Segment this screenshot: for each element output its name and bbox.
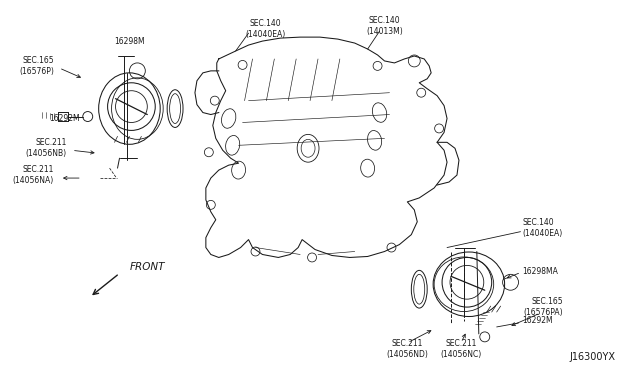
Text: SEC.140
(14013M): SEC.140 (14013M) [366,16,403,36]
Text: 16298M: 16298M [114,36,145,46]
Text: SEC.211
(14056NC): SEC.211 (14056NC) [440,339,481,359]
Text: SEC.211
(14056NB): SEC.211 (14056NB) [26,138,67,158]
Text: 16292M: 16292M [49,114,80,123]
Text: SEC.165
(16576P): SEC.165 (16576P) [19,56,54,76]
Text: SEC.165
(16576PA): SEC.165 (16576PA) [524,297,563,317]
Text: FRONT: FRONT [129,262,165,272]
Text: SEC.211
(14056NA): SEC.211 (14056NA) [13,165,54,185]
Text: SEC.211
(14056ND): SEC.211 (14056ND) [387,339,428,359]
Text: SEC.140
(14040EA): SEC.140 (14040EA) [245,19,285,39]
Text: 16292M: 16292M [522,317,553,326]
Text: 16298MA: 16298MA [522,267,558,276]
Text: SEC.140
(14040EA): SEC.140 (14040EA) [522,218,563,238]
Text: J16300YX: J16300YX [570,352,616,362]
